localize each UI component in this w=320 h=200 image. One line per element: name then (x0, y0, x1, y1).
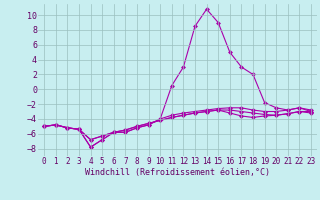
X-axis label: Windchill (Refroidissement éolien,°C): Windchill (Refroidissement éolien,°C) (85, 168, 270, 177)
